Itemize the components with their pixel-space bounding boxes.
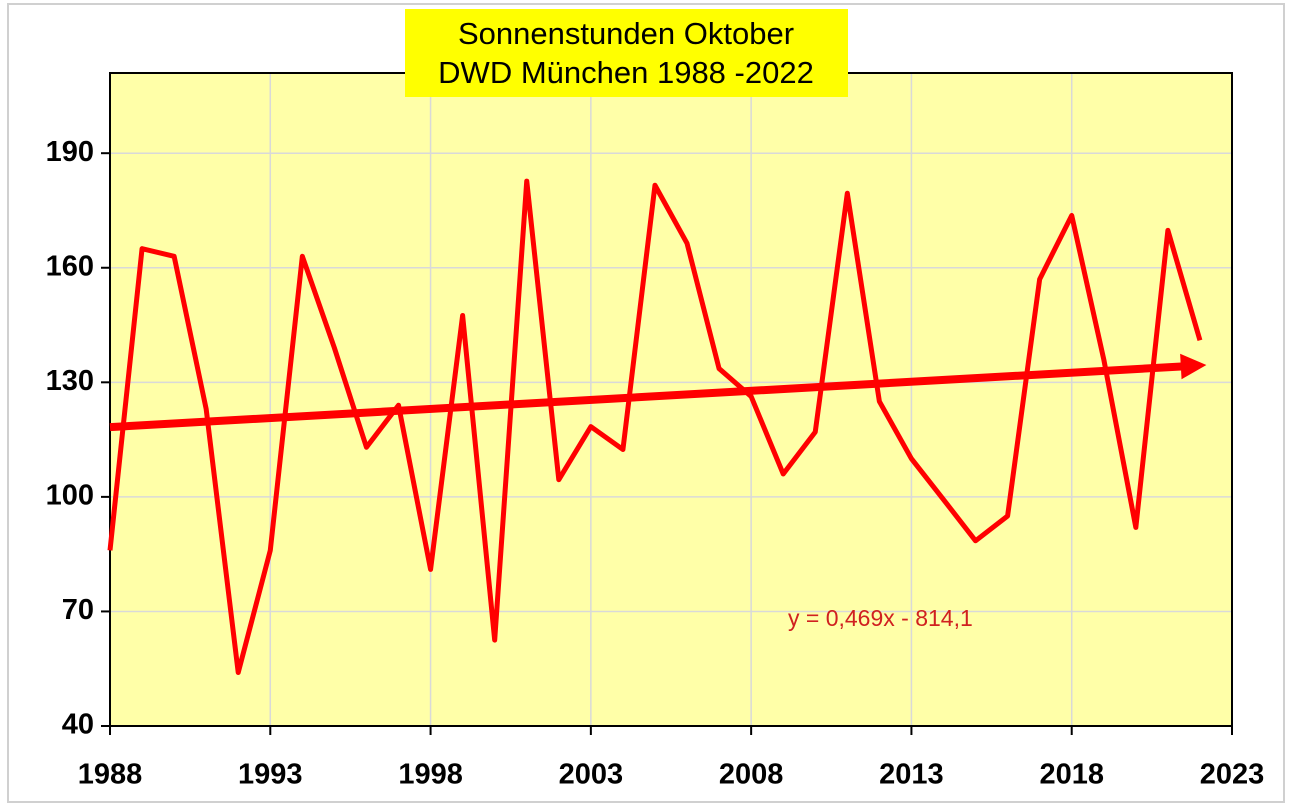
x-tick-label: 2008 [719,759,784,791]
trend-equation: y = 0,469x - 814,1 [788,605,973,631]
x-tick-label: 2013 [879,759,944,791]
y-tick-label: 70 [62,594,94,626]
y-tick-label: 160 [46,250,94,282]
x-tick-label: 1998 [398,759,463,791]
x-tick-label: 1988 [78,759,143,791]
y-tick-label: 100 [46,480,94,512]
x-tick-label: 2018 [1039,759,1104,791]
x-tick-label: 2003 [559,759,624,791]
x-tick-label: 2023 [1200,759,1265,791]
x-tick-label: 1993 [238,759,303,791]
y-tick-label: 40 [62,709,94,741]
chart-title: Sonnenstunden Oktober [458,16,794,51]
plot-area: 40 70 100 130 160 190 1988 1993 1998 2003 2008 2013… [46,72,1265,791]
trend-line [109,353,1207,432]
y-tick-label: 130 [46,365,94,397]
data-line [107,178,1203,676]
title-box [405,9,848,97]
y-tick-label: 190 [46,136,94,168]
plot-background [110,73,1232,726]
chart-title: DWD München 1988 -2022 [438,55,814,90]
